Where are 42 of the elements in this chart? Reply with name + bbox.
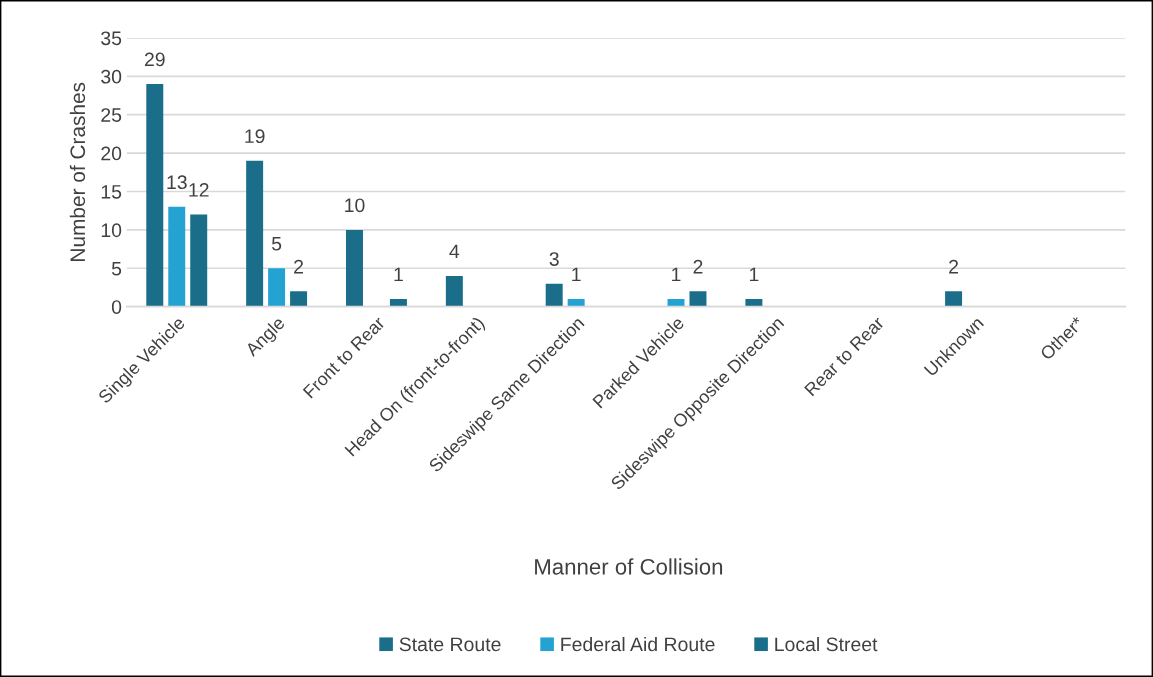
legend-label: State Route xyxy=(399,637,501,652)
bar xyxy=(445,275,463,307)
y-tick-label: 25 xyxy=(101,108,122,122)
bar xyxy=(389,299,407,307)
data-label: 3 xyxy=(549,252,559,266)
data-label: 2 xyxy=(294,259,303,274)
y-tick-label: 5 xyxy=(111,261,122,276)
data-label: 1 xyxy=(394,267,403,282)
legend-label: Local Street xyxy=(775,636,878,652)
data-label: 10 xyxy=(345,198,365,213)
bar xyxy=(545,283,563,307)
y-tick-label: 15 xyxy=(101,185,122,199)
bar xyxy=(268,268,286,307)
bar xyxy=(146,83,164,307)
y-axis-title: Number of Crashes xyxy=(69,82,86,261)
bar xyxy=(689,291,707,307)
data-label: 12 xyxy=(189,183,209,197)
bar xyxy=(246,160,264,307)
data-label: 4 xyxy=(449,244,460,259)
bar xyxy=(168,206,186,307)
bar xyxy=(945,291,963,307)
data-label: 19 xyxy=(245,129,265,144)
data-label: 1 xyxy=(572,267,581,282)
bar xyxy=(346,229,363,307)
data-label: 13 xyxy=(167,175,187,190)
bar xyxy=(190,214,208,307)
y-tick-label: 20 xyxy=(101,146,122,161)
y-tick-label: 35 xyxy=(101,31,122,46)
data-label: 1 xyxy=(672,267,681,282)
data-label: 29 xyxy=(144,52,165,67)
bar xyxy=(567,299,585,307)
bar xyxy=(745,299,763,307)
legend-label: Federal Aid Route xyxy=(561,636,715,652)
y-tick-label: 0 xyxy=(111,300,122,314)
y-tick-label: 10 xyxy=(101,223,122,238)
data-label: 2 xyxy=(949,259,959,274)
data-label: 5 xyxy=(271,236,282,251)
bar xyxy=(290,291,308,307)
x-axis-title: Manner of Collision xyxy=(535,558,723,575)
y-tick-label: 30 xyxy=(101,69,122,84)
data-label: 1 xyxy=(749,267,759,282)
data-label: 2 xyxy=(693,259,703,274)
